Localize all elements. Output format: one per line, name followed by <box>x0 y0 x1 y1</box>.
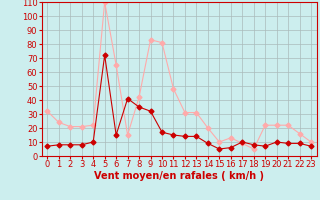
X-axis label: Vent moyen/en rafales ( km/h ): Vent moyen/en rafales ( km/h ) <box>94 171 264 181</box>
